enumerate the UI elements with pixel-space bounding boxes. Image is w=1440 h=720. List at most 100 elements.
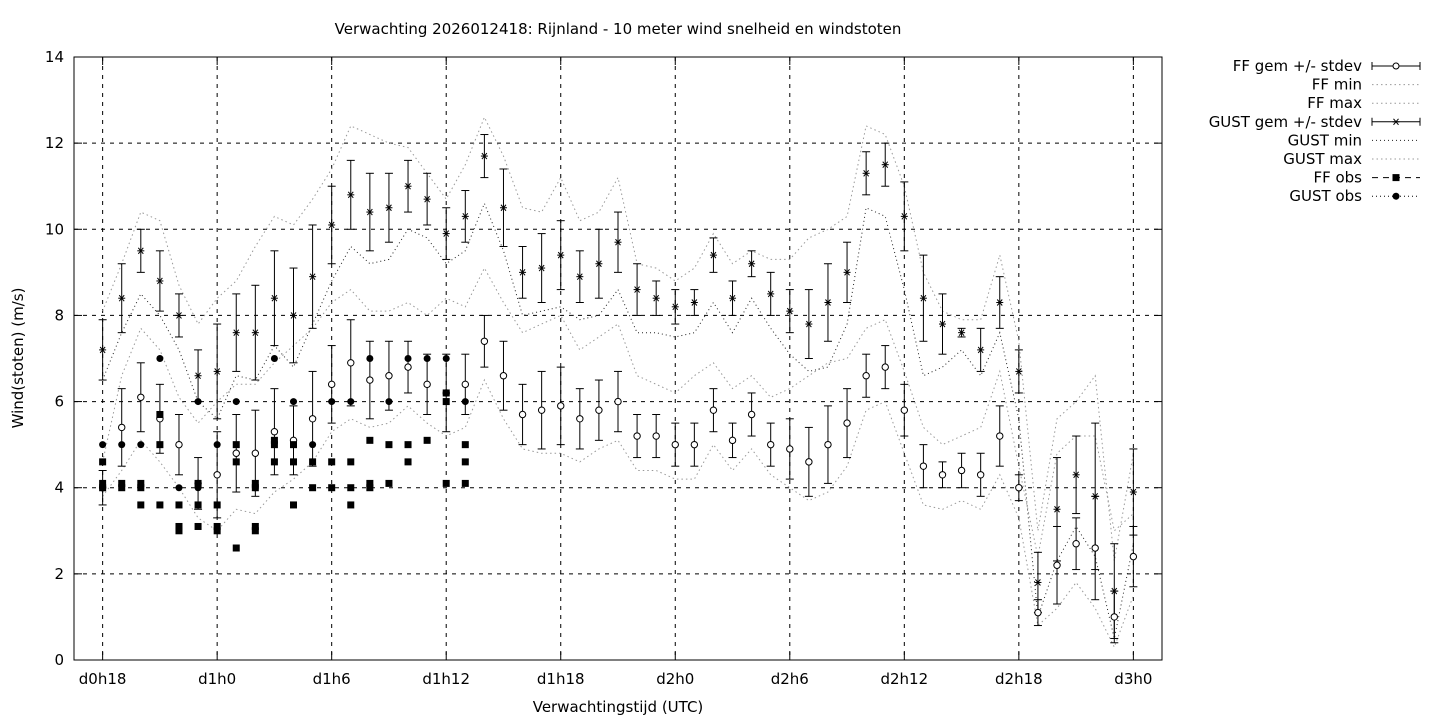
gust-mean-point-stroke <box>653 294 660 302</box>
gust-mean-point-stroke <box>729 294 736 302</box>
gust-mean-point-stroke <box>939 320 946 328</box>
legend-label: GUST obs <box>1289 187 1362 205</box>
ff-obs-point <box>251 522 259 530</box>
gust-mean-point-stroke <box>99 346 106 354</box>
ff-obs-point <box>347 458 355 466</box>
y-tick-label: 10 <box>45 220 64 238</box>
ff-mean-point <box>1053 561 1061 569</box>
gust-mean-point <box>862 169 870 177</box>
gust-mean-point <box>290 312 298 319</box>
ff-mean-point <box>137 393 145 401</box>
gust-mean-point <box>576 273 584 280</box>
ff-mean-point <box>480 337 489 345</box>
ff-mean-point <box>996 432 1004 440</box>
ff-obs-point <box>213 501 221 509</box>
ff-mean-point <box>366 376 374 384</box>
gust-mean-point <box>1053 505 1061 513</box>
gust-mean-point <box>1072 471 1080 479</box>
gust-mean-point-stroke <box>1073 471 1079 479</box>
ff-obs-point <box>137 479 145 487</box>
legend-label: FF gem +/- stdev <box>1233 57 1362 75</box>
gust-mean-point <box>423 195 431 203</box>
gust-mean-point-stroke <box>710 251 717 259</box>
gust-mean-point <box>175 312 183 319</box>
gust-mean-point-stroke <box>1035 579 1041 586</box>
gust-mean-point-stroke <box>882 161 889 168</box>
ff-obs-point <box>251 479 259 487</box>
gust-mean-point <box>137 247 145 255</box>
ff-mean-point <box>270 428 279 436</box>
gust-obs-point <box>194 398 202 406</box>
ff-mean-point <box>824 440 832 449</box>
ff-obs-point <box>156 441 164 449</box>
gust-mean-point-stroke <box>500 204 507 212</box>
ff-mean-point <box>805 458 813 466</box>
gust-mean-point-stroke <box>1130 488 1137 496</box>
ff-mean-point <box>347 359 355 367</box>
gust-mean-point <box>900 213 908 220</box>
gust-mean-point-stroke <box>576 273 583 280</box>
gust-mean-point-stroke <box>519 269 526 276</box>
gust-mean-point-stroke <box>672 303 679 311</box>
legend-label: GUST max <box>1283 150 1362 168</box>
ff-mean-point <box>862 372 870 380</box>
ff-obs-point <box>442 398 450 406</box>
gust-mean-point <box>1129 488 1137 496</box>
gust-obs-point <box>442 355 450 362</box>
x-tick-label: d2h18 <box>995 670 1043 688</box>
ff-mean-point <box>709 406 718 414</box>
gust-mean-point-stroke <box>615 238 621 246</box>
ff-obs-point <box>118 479 126 487</box>
gust-mean-point <box>748 260 756 268</box>
ff-obs-point <box>137 484 145 492</box>
gust-mean-point-stroke <box>596 260 602 268</box>
ff-mean-point <box>251 449 260 457</box>
ff-mean-point <box>633 432 641 440</box>
ff-mean-point <box>537 406 546 414</box>
ff-mean-point <box>1091 544 1099 552</box>
ff-obs-point <box>156 410 164 418</box>
gust-obs-point <box>232 398 240 406</box>
plot-frame <box>73 56 1163 661</box>
gust-mean-point-stroke <box>748 260 755 268</box>
gust-mean-point-stroke <box>920 294 927 302</box>
ff-obs-point <box>118 484 126 492</box>
legend-marker <box>1392 174 1400 182</box>
gust-mean-point <box>614 238 622 246</box>
ff-mean-point <box>308 415 317 423</box>
gust-mean-point-stroke <box>691 299 698 306</box>
ff-obs-point <box>309 458 317 466</box>
ff-mean-point <box>175 440 183 449</box>
gust-mean-point <box>270 294 278 302</box>
ff-mean-point <box>900 406 909 414</box>
ff-obs-point <box>309 484 317 492</box>
y-tick-label: 8 <box>54 306 64 324</box>
gust-mean-point <box>213 368 221 375</box>
gust-mean-point-stroke <box>424 195 431 203</box>
gust-mean-point <box>309 273 317 280</box>
gust-mean-point <box>767 290 775 298</box>
x-tick-label: d0h18 <box>79 670 127 688</box>
gust-mean-point-stroke <box>958 329 965 336</box>
gust-mean-point-stroke <box>405 182 411 190</box>
ff-mean-point <box>499 372 508 380</box>
gust-obs-point <box>251 484 259 492</box>
ff-mean-point <box>404 363 412 371</box>
y-tick-label: 14 <box>45 48 64 66</box>
gust-obs-point <box>99 441 107 449</box>
gust-obs-point <box>385 398 393 406</box>
gust-obs-point <box>194 484 202 492</box>
ff-obs-point <box>385 479 393 487</box>
gust-mean-point-stroke <box>462 213 469 220</box>
ff-mean-point <box>213 471 221 479</box>
ff-mean-point <box>938 471 947 479</box>
ff-obs-point <box>213 522 221 530</box>
ff-mean-point <box>576 415 584 423</box>
gust-mean-point <box>519 269 527 276</box>
gust-mean-point <box>996 299 1004 306</box>
gust-mean-point-stroke <box>386 204 392 212</box>
gust-mean-point-stroke <box>996 299 1003 306</box>
gust-mean-point-stroke <box>557 251 564 259</box>
